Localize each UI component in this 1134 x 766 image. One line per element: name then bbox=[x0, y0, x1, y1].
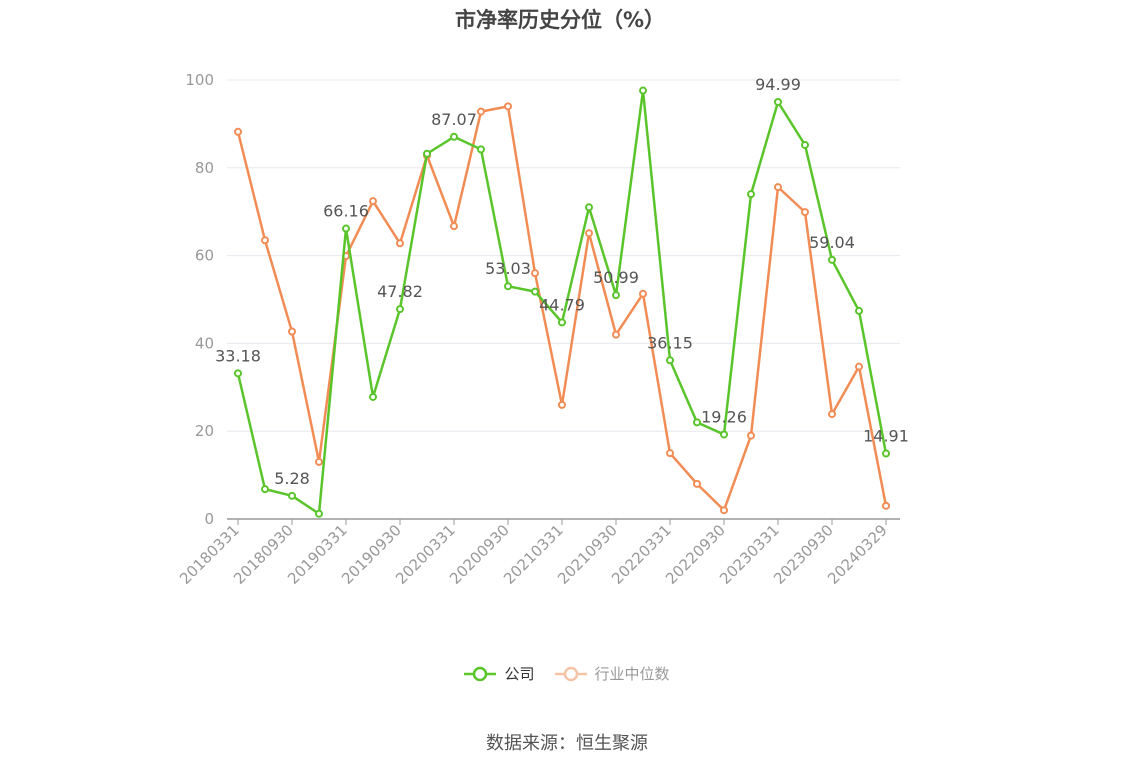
company-data-point[interactable] bbox=[801, 140, 809, 149]
company-data-label: 14.91 bbox=[863, 427, 909, 446]
company-data-label: 50.99 bbox=[593, 268, 639, 287]
company-data-point[interactable] bbox=[342, 224, 350, 233]
legend-company-label: 公司 bbox=[504, 665, 535, 683]
company-data-label: 47.82 bbox=[377, 282, 423, 301]
company-data-point[interactable] bbox=[612, 291, 620, 300]
company-data-label: 66.16 bbox=[323, 202, 369, 221]
company-data-point[interactable] bbox=[747, 190, 755, 199]
axes: 0204060801002018033120180930201903312019… bbox=[176, 71, 900, 588]
company-data-point[interactable] bbox=[396, 305, 404, 314]
company-data-point[interactable] bbox=[477, 145, 485, 154]
industry-data-point[interactable] bbox=[747, 431, 755, 440]
company-data-point[interactable] bbox=[666, 356, 674, 365]
source-note: 数据来源：恒生聚源 bbox=[486, 733, 648, 754]
industry-data-point[interactable] bbox=[504, 102, 512, 111]
data-labels: 33.18 5.28 66.16 47.82 87.07 53.03 44.79 50.99 3… bbox=[215, 75, 909, 488]
company-data-label: 59.04 bbox=[809, 233, 855, 252]
company-data-point[interactable] bbox=[558, 318, 566, 327]
industry-data-point[interactable] bbox=[261, 236, 269, 245]
industry-data-point[interactable] bbox=[396, 239, 404, 248]
company-data-point[interactable] bbox=[261, 485, 269, 494]
legend-industry-marker-icon bbox=[554, 666, 587, 681]
company-data-point[interactable] bbox=[585, 203, 593, 212]
legend-company-marker-icon bbox=[464, 666, 497, 681]
y-tick-label: 80 bbox=[195, 159, 214, 177]
industry-data-point[interactable] bbox=[801, 208, 809, 217]
y-tick-label: 100 bbox=[185, 71, 214, 89]
company-data-point[interactable] bbox=[288, 491, 296, 500]
y-tick-label: 20 bbox=[195, 422, 214, 440]
legend-industry-label: 行业中位数 bbox=[594, 665, 670, 683]
company-data-point[interactable] bbox=[693, 418, 701, 427]
company-data-point[interactable] bbox=[774, 97, 782, 106]
industry-data-point[interactable] bbox=[828, 410, 836, 419]
company-data-label: 36.15 bbox=[647, 333, 693, 352]
company-data-label: 87.07 bbox=[431, 110, 477, 129]
company-data-label: 33.18 bbox=[215, 346, 261, 365]
company-data-label: 44.79 bbox=[539, 295, 585, 314]
industry-data-point[interactable] bbox=[288, 327, 296, 336]
company-data-point[interactable] bbox=[639, 86, 647, 95]
industry-data-point[interactable] bbox=[855, 362, 863, 371]
industry-data-point[interactable] bbox=[450, 222, 458, 231]
y-tick-label: 60 bbox=[195, 247, 214, 265]
industry-data-point[interactable] bbox=[774, 183, 782, 192]
y-tick-label: 40 bbox=[195, 334, 214, 352]
series-lines bbox=[234, 86, 890, 518]
company-data-point[interactable] bbox=[423, 149, 431, 158]
industry-data-point[interactable] bbox=[720, 506, 728, 515]
industry-data-point[interactable] bbox=[315, 457, 323, 466]
company-data-point[interactable] bbox=[882, 449, 890, 458]
company-data-point[interactable] bbox=[720, 430, 728, 439]
industry-data-point[interactable] bbox=[639, 289, 647, 298]
industry-data-point[interactable] bbox=[612, 330, 620, 339]
chart-title: 市净率历史分位（%） bbox=[454, 8, 666, 32]
industry-data-point[interactable] bbox=[585, 229, 593, 238]
industry-data-point[interactable] bbox=[531, 269, 539, 278]
company-data-label: 5.28 bbox=[274, 469, 310, 488]
x-tick-label: 20240329 bbox=[824, 521, 891, 588]
y-tick-label: 0 bbox=[204, 510, 214, 528]
legend-item-industry[interactable]: 行业中位数 bbox=[554, 663, 670, 684]
grid-lines bbox=[227, 79, 900, 432]
industry-data-point[interactable] bbox=[666, 449, 674, 458]
company-data-point[interactable] bbox=[315, 509, 323, 518]
industry-data-point[interactable] bbox=[693, 479, 701, 488]
industry-data-point[interactable] bbox=[558, 400, 566, 409]
company-data-point[interactable] bbox=[828, 255, 836, 264]
company-data-point[interactable] bbox=[504, 282, 512, 291]
company-data-label: 94.99 bbox=[755, 75, 801, 94]
industry-data-point[interactable] bbox=[234, 127, 242, 136]
company-data-label: 19.26 bbox=[701, 407, 747, 426]
company-data-point[interactable] bbox=[369, 392, 377, 401]
legend: 公司 行业中位数 bbox=[0, 663, 1134, 684]
company-data-point[interactable] bbox=[531, 287, 539, 296]
industry-data-point[interactable] bbox=[882, 501, 890, 510]
company-data-label: 53.03 bbox=[485, 259, 531, 278]
company-data-point[interactable] bbox=[450, 132, 458, 141]
company-data-point[interactable] bbox=[234, 369, 242, 378]
company-data-point[interactable] bbox=[855, 306, 863, 315]
legend-item-company[interactable]: 公司 bbox=[464, 663, 535, 684]
industry-data-point[interactable] bbox=[477, 107, 485, 116]
industry-data-point[interactable] bbox=[369, 197, 377, 206]
